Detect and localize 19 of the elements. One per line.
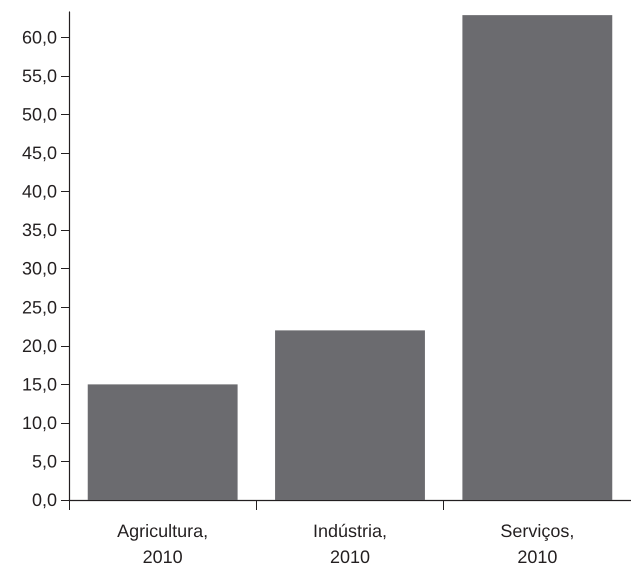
x-tick-label: Agricultura, 2010 bbox=[117, 521, 208, 567]
y-tick-label: 55,0 bbox=[22, 66, 57, 86]
y-tick-label: 45,0 bbox=[22, 143, 57, 164]
x-tick-label: Serviços, 2010 bbox=[500, 521, 574, 567]
x-tick-label: Indústria, 2010 bbox=[312, 521, 388, 567]
y-tick-label: 15,0 bbox=[22, 374, 57, 394]
y-tick-label: 20,0 bbox=[22, 336, 57, 356]
bar bbox=[88, 384, 238, 500]
y-tick-label: 10,0 bbox=[22, 412, 57, 433]
y-tick-label: 0,0 bbox=[32, 490, 57, 510]
bar bbox=[462, 15, 612, 500]
bar bbox=[275, 330, 425, 500]
y-tick-label: 30,0 bbox=[22, 258, 57, 279]
y-tick-label: 40,0 bbox=[22, 182, 57, 202]
y-tick-label: 50,0 bbox=[22, 104, 57, 125]
y-tick-label: 5,0 bbox=[32, 451, 57, 472]
y-tick-label: 35,0 bbox=[22, 220, 57, 240]
y-tick-label: 60,0 bbox=[22, 27, 57, 48]
y-tick-label: 25,0 bbox=[22, 297, 57, 318]
